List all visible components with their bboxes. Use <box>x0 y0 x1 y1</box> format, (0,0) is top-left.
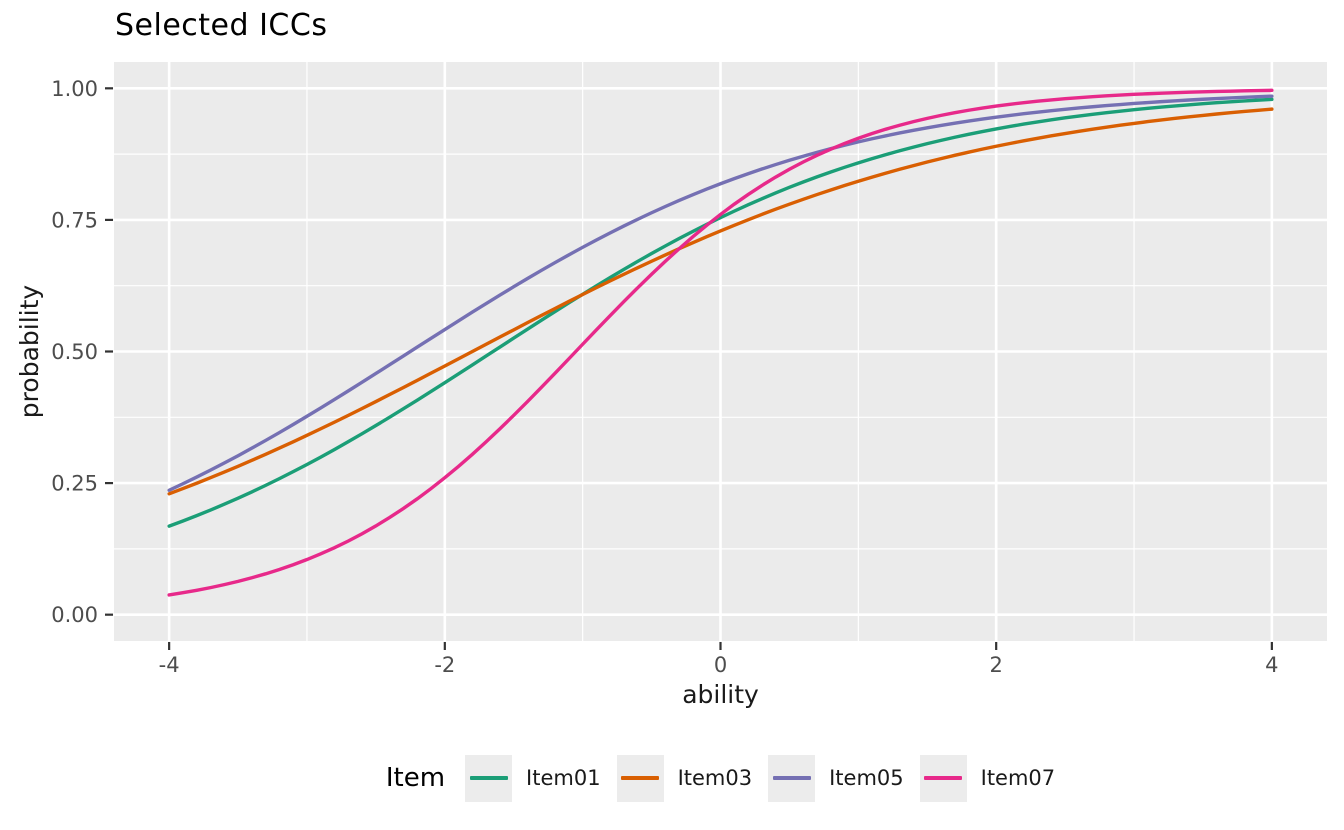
plot-area: -4 -2 0 2 4 0.00 0.25 0.50 0.75 1.00 ability probab… <box>15 62 1327 709</box>
legend-title: Item <box>385 763 446 793</box>
legend-key-swatch <box>768 754 816 802</box>
legend-entry-Item05: Item05 <box>768 754 904 802</box>
x-tick-label: 2 <box>989 653 1002 677</box>
curve-Item07 <box>167 88 1274 597</box>
legend-entry-Item01: Item01 <box>465 754 601 802</box>
curve-Item05 <box>167 94 1274 492</box>
legend-entry-Item07: Item07 <box>919 754 1056 802</box>
x-tick-label: 4 <box>1265 653 1278 677</box>
legend-label: Item01 <box>526 766 601 790</box>
x-tick-label: 0 <box>714 653 727 677</box>
legend-line-sample <box>621 776 660 780</box>
y-tick-label: 0.50 <box>51 340 98 364</box>
legend-label: Item05 <box>829 766 904 790</box>
legend: Item Item01 Item03 Item05 Item07 <box>114 752 1327 804</box>
y-tick-label: 0.00 <box>51 603 98 627</box>
legend-key-swatch <box>616 754 664 802</box>
legend-entry-Item03: Item03 <box>616 754 753 802</box>
legend-line-sample <box>469 776 508 780</box>
legend-label: Item07 <box>980 766 1056 790</box>
x-tick-label: -2 <box>434 653 455 677</box>
x-axis-title: ability <box>682 680 759 709</box>
legend-line-sample <box>772 776 811 780</box>
y-tick-label: 1.00 <box>51 77 98 101</box>
y-tick-label: 0.25 <box>51 472 98 496</box>
chart-title: Selected ICCs <box>115 8 328 43</box>
x-tick-label: -4 <box>159 653 180 677</box>
curve-Item01 <box>167 97 1274 528</box>
legend-key-swatch <box>919 754 967 802</box>
legend-key-swatch <box>465 754 513 802</box>
y-tick-label: 0.75 <box>51 208 98 232</box>
curve-Item03 <box>167 107 1274 496</box>
y-axis-title: probability <box>15 285 44 419</box>
legend-line-sample <box>924 776 963 780</box>
legend-label: Item03 <box>677 766 753 790</box>
